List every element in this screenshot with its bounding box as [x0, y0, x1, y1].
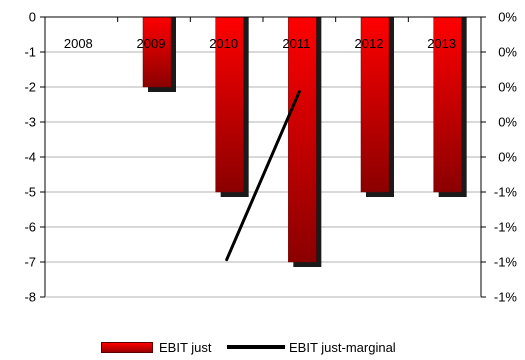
category-label-2012: 2012: [355, 36, 384, 51]
legend-bar-swatch: [101, 341, 153, 353]
left-tick-label: -7: [24, 255, 36, 270]
category-label-2013: 2013: [427, 36, 456, 51]
legend-label-line: EBIT just-marginal: [289, 339, 396, 355]
category-labels: 2008 2009 2010 2011 2012 2013: [64, 36, 456, 51]
line-ebit-just-marginal: [225, 90, 301, 262]
right-tick-label: 0%: [498, 150, 517, 165]
category-label-2011: 2011: [282, 36, 310, 51]
bar-2009: [142, 16, 172, 88]
right-axis-tick-labels: 0% 0% 0% 0% 0% -1% -1% -1% -1%: [494, 10, 518, 305]
left-tick-label: 0: [29, 10, 36, 25]
right-tick-label: -1%: [494, 220, 518, 235]
left-tick-label: -4: [24, 150, 36, 165]
category-label-2008: 2008: [64, 36, 93, 51]
right-tick-label: 0%: [498, 45, 517, 60]
gridlines: [45, 51, 481, 263]
left-tick-label: -6: [24, 220, 36, 235]
left-tick-label: -2: [24, 80, 36, 95]
right-tick-label: -1%: [494, 290, 518, 305]
bar-2011: [288, 16, 317, 263]
left-axis-tick-labels: 0 -1 -2 -3 -4 -5 -6 -7 -8: [24, 10, 36, 305]
left-tick-label: -5: [24, 185, 36, 200]
line-series: [225, 90, 301, 262]
bar-2010: [215, 16, 244, 193]
right-tick-label: -1%: [494, 185, 518, 200]
bar-2013: [433, 16, 462, 193]
left-tick-label: -1: [24, 45, 36, 60]
axes: [40, 16, 486, 298]
bar-2012: [360, 16, 390, 193]
right-tick-label: 0%: [498, 80, 517, 95]
left-tick-label: -8: [24, 290, 36, 305]
right-tick-label: 0%: [498, 115, 517, 130]
legend-line-swatch: [227, 345, 285, 349]
legend: EBIT just EBIT just-marginal: [0, 337, 525, 357]
category-label-2010: 2010: [209, 36, 238, 51]
bar-series: [142, 16, 467, 267]
legend-item-bar: EBIT just: [101, 337, 212, 357]
right-tick-label: -1%: [494, 255, 518, 270]
legend-item-line: EBIT just-marginal: [227, 337, 396, 357]
category-label-2009: 2009: [137, 36, 166, 51]
legend-label-bar: EBIT just: [159, 339, 212, 355]
left-tick-label: -3: [24, 115, 36, 130]
right-tick-label: 0%: [498, 10, 517, 25]
